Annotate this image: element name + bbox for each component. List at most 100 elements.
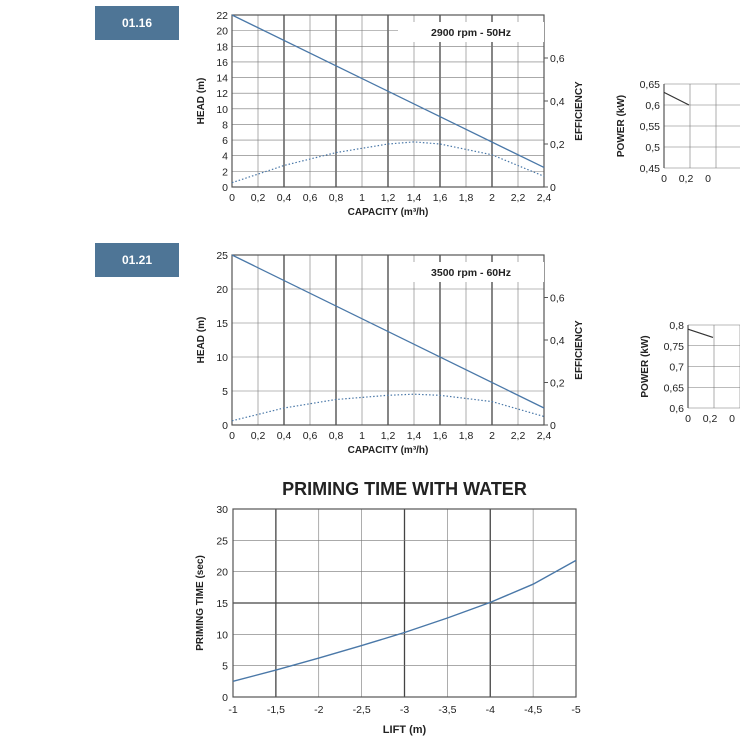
x-tick-label: 0 (685, 413, 691, 425)
x-tick-label: 1,4 (407, 430, 422, 442)
x-tick-label: 1 (359, 192, 365, 204)
x-tick-label: -3 (400, 704, 409, 716)
x-tick-label: 0 (229, 430, 235, 442)
y-tick-label: 5 (222, 386, 228, 398)
x-tick-label: 0,6 (303, 430, 318, 442)
x-tick-label: -4 (486, 704, 495, 716)
y-tick-label: 20 (216, 284, 228, 296)
y-tick-label: 16 (216, 57, 228, 69)
y-tick-label: 10 (216, 629, 228, 641)
y-axis-label: POWER (kW) (640, 335, 651, 397)
y2-tick-label: 0,6 (550, 293, 565, 305)
x-tick-label: -4,5 (524, 704, 542, 716)
y-tick-label: 2 (222, 166, 228, 178)
y2-tick-label: 0,4 (550, 335, 565, 347)
y2-tick-label: 0 (550, 182, 556, 194)
x-axis-label: LIFT (m) (383, 724, 427, 736)
x-tick-label: 1,2 (381, 430, 396, 442)
x-tick-label: 0,2 (679, 173, 694, 185)
x-tick-label: 1,4 (407, 192, 422, 204)
x-tick-label: -3,5 (438, 704, 456, 716)
chart-1: 0,45 0,5 0,55 0,6 0,65 0 0,2 0 POWER (kW) (616, 79, 740, 185)
x-axis-label: CAPACITY (m³/h) (348, 207, 429, 218)
y-axis-label: HEAD (m) (196, 317, 207, 364)
y-tick-label: 0,65 (640, 79, 661, 91)
x-tick-label: 0,6 (303, 192, 318, 204)
y-tick-label: 0,6 (645, 100, 660, 112)
x-tick-label: 2,4 (537, 192, 552, 204)
y-tick-label: 22 (216, 10, 228, 22)
y-tick-label: 20 (216, 26, 228, 38)
x-tick-label: 2,4 (537, 430, 552, 442)
x-tick-label: 0,2 (251, 430, 266, 442)
y-tick-label: 20 (216, 567, 228, 579)
rpm-box (398, 262, 544, 282)
y-tick-label: 0,45 (640, 163, 661, 175)
model-badge-1: 01.16 (95, 6, 179, 40)
x-tick-label: 0 (229, 192, 235, 204)
y-tick-label: 4 (222, 151, 228, 163)
head-curve (231, 14, 545, 169)
x-tick-label: 1,8 (459, 192, 474, 204)
x-tick-label: 0,8 (329, 192, 344, 204)
x-tick-label: 0,4 (277, 192, 292, 204)
priming-curve (232, 559, 577, 682)
x-tick-label: 1,6 (433, 430, 448, 442)
y2-axis-label: EFFICIENCY (574, 320, 585, 380)
y-tick-label: 30 (216, 504, 228, 516)
y2-tick-label: 0,4 (550, 96, 565, 108)
y-tick-label: 8 (222, 119, 228, 131)
y-tick-label: 0 (222, 420, 228, 432)
x-tick-label: -5 (571, 704, 580, 716)
y-tick-label: 0 (222, 182, 228, 194)
x-tick-label: 2 (489, 192, 495, 204)
y-tick-label: 12 (216, 88, 228, 100)
y-tick-label: 15 (216, 318, 228, 330)
y-tick-label: 25 (216, 250, 228, 262)
power-curve (663, 91, 690, 106)
y-tick-label: 10 (216, 352, 228, 364)
x-tick-label: 0 (661, 173, 667, 185)
x-tick-label: 1 (359, 430, 365, 442)
y2-tick-label: 0 (550, 420, 556, 432)
x-tick-label: -2 (314, 704, 323, 716)
x-tick-label: 0 (705, 173, 711, 185)
x-tick-label: -2,5 (353, 704, 371, 716)
x-axis-label: CAPACITY (m³/h) (348, 445, 429, 456)
y-tick-label: 0,8 (669, 320, 684, 332)
y-axis-label: POWER (kW) (616, 95, 627, 157)
power-curve (687, 328, 714, 339)
chart-4: -1 -1,5 -2 -2,5 -3 -3,5 -4 -4,5 -5 0 5 10 15 20 25 30 PR… (195, 479, 581, 736)
y-axis-label: HEAD (m) (196, 78, 207, 125)
y-tick-label: 14 (216, 73, 228, 85)
y-tick-label: 10 (216, 104, 228, 116)
y-tick-label: 0,55 (640, 121, 661, 133)
y-tick-label: 0,6 (669, 403, 684, 415)
y2-tick-label: 0,2 (550, 378, 565, 390)
efficiency-curve (231, 141, 545, 184)
y-tick-label: 0,65 (664, 382, 685, 394)
rpm-box (398, 22, 544, 42)
rpm-annotation: 2900 rpm - 50Hz (431, 27, 511, 39)
rpm-annotation: 3500 rpm - 60Hz (431, 267, 511, 279)
plot-frame (232, 508, 577, 698)
y-tick-label: 15 (216, 598, 228, 610)
x-tick-label: 2 (489, 430, 495, 442)
y-tick-label: 0 (222, 692, 228, 704)
x-tick-label: 1,6 (433, 192, 448, 204)
x-tick-label: 1,8 (459, 430, 474, 442)
x-tick-label: 0 (729, 413, 735, 425)
model-badge-2: 01.21 (95, 243, 179, 277)
y-tick-label: 0,75 (664, 341, 685, 353)
x-tick-label: 1,2 (381, 192, 396, 204)
chart-2: 0 5 10 15 20 25 0 0,2 0,4 0,6 0,8 1 1,2 1,4 1,6 1,8 2 2,2… (196, 250, 585, 456)
y-tick-label: 18 (216, 41, 228, 53)
y-tick-label: 0,5 (645, 142, 660, 154)
y-tick-label: 5 (222, 661, 228, 673)
y2-axis-label: EFFICIENCY (574, 81, 585, 141)
chart-title: PRIMING TIME WITH WATER (282, 479, 527, 499)
chart-3: 0,6 0,65 0,7 0,75 0,8 0 0,2 0 POWER (kW) (640, 320, 740, 425)
y-tick-label: 25 (216, 535, 228, 547)
